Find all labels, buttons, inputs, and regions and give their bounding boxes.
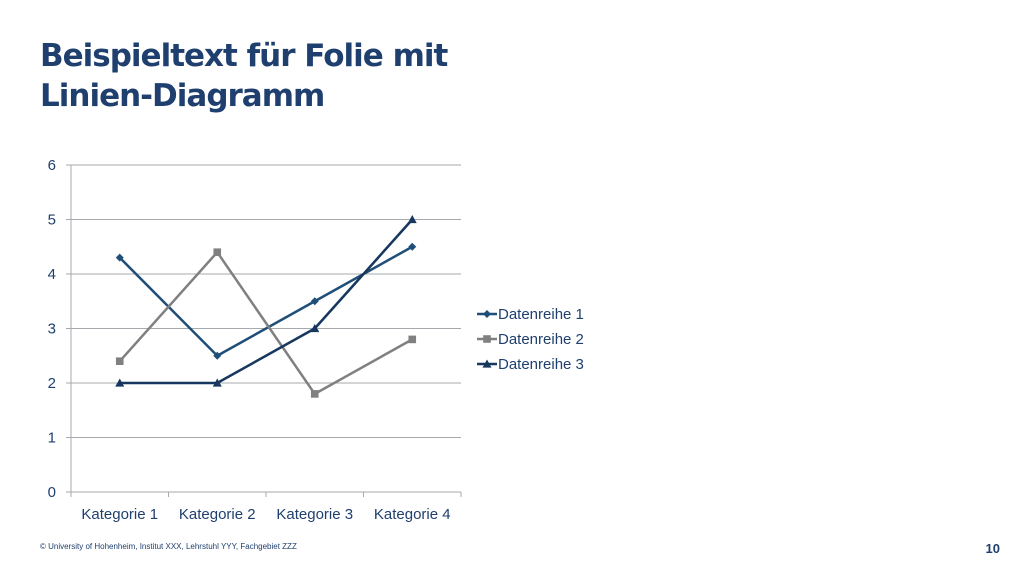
y-tick-label-4: 4 [48, 266, 56, 283]
data-point-s3-1 [115, 378, 125, 387]
y-tick-label-1: 1 [48, 430, 56, 447]
data-point-s3-2 [212, 378, 222, 387]
data-point-s2-3 [310, 390, 319, 398]
legend-label-1: Datenreihe 1 [498, 306, 584, 323]
data-point-s2-4 [408, 335, 417, 344]
data-point-s1-1 [115, 253, 124, 262]
data-point-s1-2 [213, 351, 222, 360]
x-tick-label-3: Kategorie 3 [276, 506, 353, 523]
slide-title-line-1: Beispieltext für Folie mit [40, 38, 448, 74]
y-tick-label-6: 6 [48, 157, 56, 174]
data-point-s3-3 [310, 324, 320, 333]
data-point-s2-1 [115, 357, 124, 365]
x-tick-label-1: Kategorie 1 [81, 506, 158, 523]
series-line-3 [119, 218, 414, 385]
slide-title: Beispieltext für Folie mit Linien-Diagra… [40, 36, 640, 116]
data-point-s2-2 [213, 248, 222, 256]
footer-copyright: © University of Hohenheim, Institut XXX,… [40, 542, 297, 551]
y-tick-label-2: 2 [48, 375, 56, 392]
legend-label-2: Datenreihe 2 [498, 331, 584, 348]
data-point-s1-3 [310, 297, 319, 306]
slide-title-line-2: Linien-Diagramm [40, 78, 325, 114]
x-tick-label-4: Kategorie 4 [374, 506, 451, 523]
data-point-s3-4 [407, 215, 417, 224]
legend-marker-3 [482, 359, 492, 368]
y-tick-label-0: 0 [48, 484, 56, 501]
legend-marker-1 [483, 310, 491, 318]
series-line-2 [118, 250, 413, 396]
data-point-s1-4 [408, 242, 417, 251]
y-tick-label-3: 3 [48, 321, 56, 338]
legend-marker-2 [483, 335, 491, 343]
series-line-1 [118, 245, 413, 357]
legend-label-3: Datenreihe 3 [498, 356, 584, 373]
x-tick-label-2: Kategorie 2 [179, 506, 256, 523]
y-tick-label-5: 5 [48, 212, 56, 229]
page-number: 10 [985, 541, 1000, 556]
